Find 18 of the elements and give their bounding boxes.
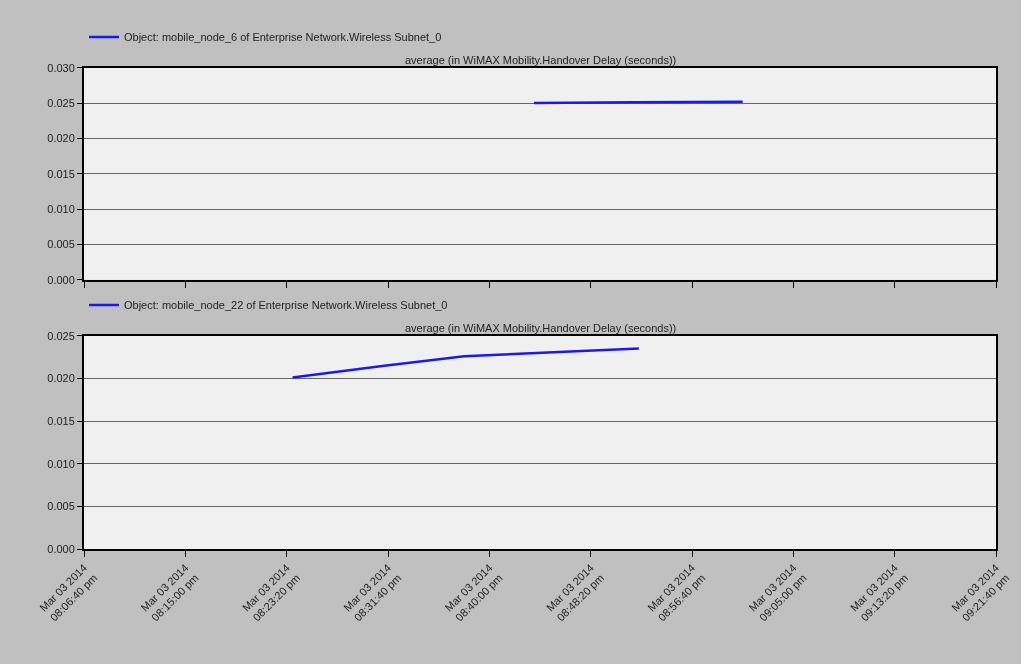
y-tick-label: 0.025	[47, 96, 75, 109]
y-tick-label: 0.010	[47, 457, 75, 470]
legend-label: Object: mobile_node_6 of Enterprise Network.Wireless Subnet_0	[124, 31, 442, 44]
chart-title: average (in WiMAX Mobility.Handover Delay (seconds))	[405, 322, 677, 334]
y-tick-label: 0.030	[47, 61, 75, 74]
y-tick-label: 0.015	[47, 167, 75, 180]
y-tick-label: 0.010	[47, 202, 75, 215]
y-tick-label: 0.020	[47, 132, 75, 145]
y-tick-label: 0.020	[47, 372, 75, 385]
legend-label: Object: mobile_node_22 of Enterprise Network.Wireless Subnet_0	[124, 299, 448, 312]
y-tick-label: 0.015	[47, 414, 75, 427]
chart-title: average (in WiMAX Mobility.Handover Delay (seconds))	[405, 54, 677, 66]
line-series	[291, 347, 641, 379]
y-tick-label: 0.000	[47, 542, 75, 555]
y-tick-label: 0.025	[47, 329, 75, 342]
y-tick-label: 0.000	[47, 273, 75, 286]
y-tick-label: 0.005	[47, 500, 75, 513]
y-tick-label: 0.005	[47, 238, 75, 251]
